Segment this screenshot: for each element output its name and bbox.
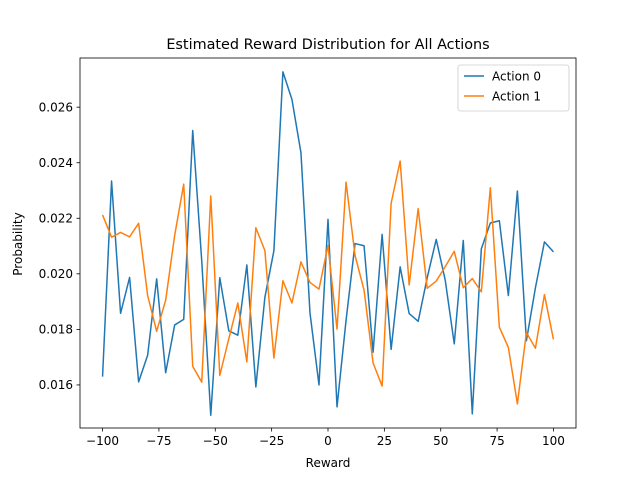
series-line-action-0 [101, 71, 555, 416]
series-line-action-1 [101, 160, 555, 405]
axes-frame [79, 57, 577, 429]
y-tick-label: 0.018 [39, 323, 73, 337]
y-tick-label: 0.020 [39, 267, 73, 281]
x-tick-label: 0 [324, 434, 332, 448]
chart-title: Estimated Reward Distribution for All Ac… [166, 37, 489, 53]
x-tick-label: −50 [203, 434, 228, 448]
legend-label-action-0: Action 0 [492, 69, 541, 83]
x-axis-label: Reward [306, 456, 351, 470]
x-tick-label: −75 [146, 434, 171, 448]
x-tick-label: 75 [489, 434, 504, 448]
x-tick-label: 100 [542, 434, 565, 448]
x-tick-label: 50 [433, 434, 448, 448]
y-tick-label: 0.022 [39, 212, 73, 226]
x-tick-label: −25 [259, 434, 284, 448]
x-tick-label: 25 [377, 434, 392, 448]
y-axis-label: Probability [11, 212, 25, 275]
y-tick-label: 0.016 [39, 378, 73, 392]
plot-area: −100 −75 −50 −25 0 25 50 75 100 0.016 0.018 0.020 0.… [39, 71, 565, 448]
y-tick-label: 0.024 [39, 156, 73, 170]
legend-label-action-1: Action 1 [492, 89, 541, 103]
x-tick-label: −100 [86, 434, 119, 448]
y-tick-label: 0.026 [39, 100, 73, 114]
legend: Action 0 Action 1 [457, 64, 570, 112]
legend-box [457, 64, 570, 112]
